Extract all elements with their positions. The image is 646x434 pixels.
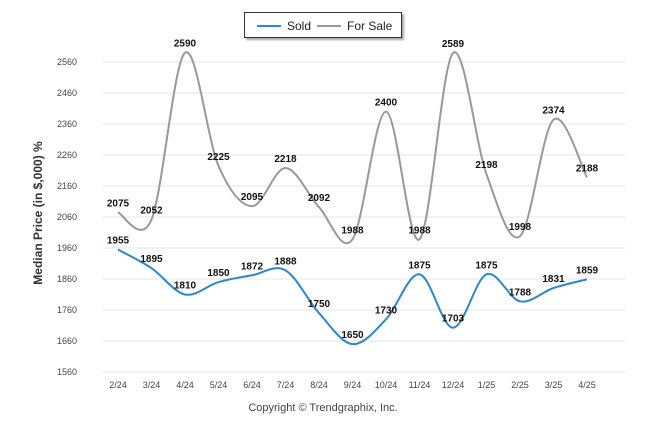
for-sale-data-label: 2590 [174,39,197,50]
sold-data-label: 1703 [442,314,465,325]
y-axis-title: Median Price (in $,000) % [31,141,45,285]
y-tick-label: 1560 [57,367,77,377]
sold-data-label: 1895 [140,254,163,265]
grid-lines [103,61,625,373]
x-tick-label: 3/25 [545,380,563,390]
sold-data-label: 1955 [107,236,130,247]
for-sale-data-label: 2092 [308,193,331,204]
x-tick-label: 8/24 [310,380,328,390]
x-tick-label: 2/24 [109,380,127,390]
x-tick-label: 3/24 [143,380,161,390]
y-tick-label: 2560 [57,57,77,67]
y-tick-label: 1760 [57,305,77,315]
x-tick-labels: 2/24 3/24 4/24 5/24 6/24 7/24 8/24 9/24 10/24 11/… [109,380,596,390]
legend-item-for-sale[interactable]: For Sale [317,18,392,34]
y-tick-label: 1860 [57,274,77,284]
sold-data-label: 1859 [576,265,599,276]
data-labels: 1955 1895 1810 1850 1872 1888 1750 1650 1730 1875… [107,39,599,341]
sold-data-label: 1850 [207,268,230,279]
for-sale-data-label: 2188 [576,163,599,174]
y-tick-label: 2060 [57,212,77,222]
sold-data-label: 1875 [408,260,431,271]
sold-data-label: 1810 [174,281,197,292]
for-sale-data-label: 2400 [375,98,398,109]
series-lines [117,51,588,346]
sold-data-label: 1831 [542,274,565,285]
y-tick-label: 2460 [57,88,77,98]
y-tick-label: 2160 [57,181,77,191]
for-sale-swatch-icon [317,25,341,27]
sold-data-label: 1872 [241,261,264,272]
legend: Sold For Sale [244,12,402,38]
for-sale-data-label: 1988 [408,225,431,236]
for-sale-data-label: 1988 [341,225,364,236]
for-sale-data-label: 2052 [140,205,163,216]
y-tick-labels: 1560 1660 1760 1860 1960 2060 2160 2260 2360 2460… [57,57,77,377]
x-tick-label: 11/24 [409,380,431,390]
for-sale-data-label: 2374 [542,106,565,117]
y-tick-label: 1660 [57,336,77,346]
for-sale-data-label: 2589 [442,39,465,50]
legend-label-sold: Sold [287,19,312,33]
for-sale-data-label: 1998 [509,222,532,233]
y-tick-label: 2360 [57,119,77,129]
for-sale-line [117,51,588,245]
x-tick-label: 1/25 [478,380,496,390]
for-sale-data-label: 2198 [475,160,498,171]
sold-data-label: 1875 [475,260,498,271]
sold-swatch-icon [257,25,281,27]
x-tick-label: 5/24 [210,380,228,390]
sold-data-label: 1650 [341,330,364,341]
x-tick-label: 2/25 [511,380,529,390]
sold-data-label: 1750 [308,299,331,310]
x-tick-label: 4/24 [176,380,194,390]
sold-data-label: 1730 [375,305,398,316]
x-tick-label: 4/25 [578,380,596,390]
legend-label-for-sale: For Sale [347,19,393,33]
sold-data-label: 1888 [274,256,297,267]
for-sale-data-label: 2225 [207,152,230,163]
y-tick-label: 2260 [57,150,77,160]
for-sale-data-label: 2075 [107,198,130,209]
x-tick-label: 7/24 [277,380,295,390]
sold-data-label: 1788 [509,287,532,298]
sold-line [117,248,588,346]
for-sale-data-label: 2095 [241,192,264,203]
x-tick-label: 9/24 [344,380,362,390]
x-tick-label: 6/24 [243,380,261,390]
x-tick-label: 10/24 [375,380,398,390]
copyright-footer: Copyright © Trendgraphix, Inc. [248,402,398,414]
y-tick-label: 1960 [57,243,77,253]
for-sale-data-label: 2218 [274,154,297,165]
legend-item-sold[interactable]: Sold [257,18,311,34]
x-tick-label: 12/24 [442,380,465,390]
